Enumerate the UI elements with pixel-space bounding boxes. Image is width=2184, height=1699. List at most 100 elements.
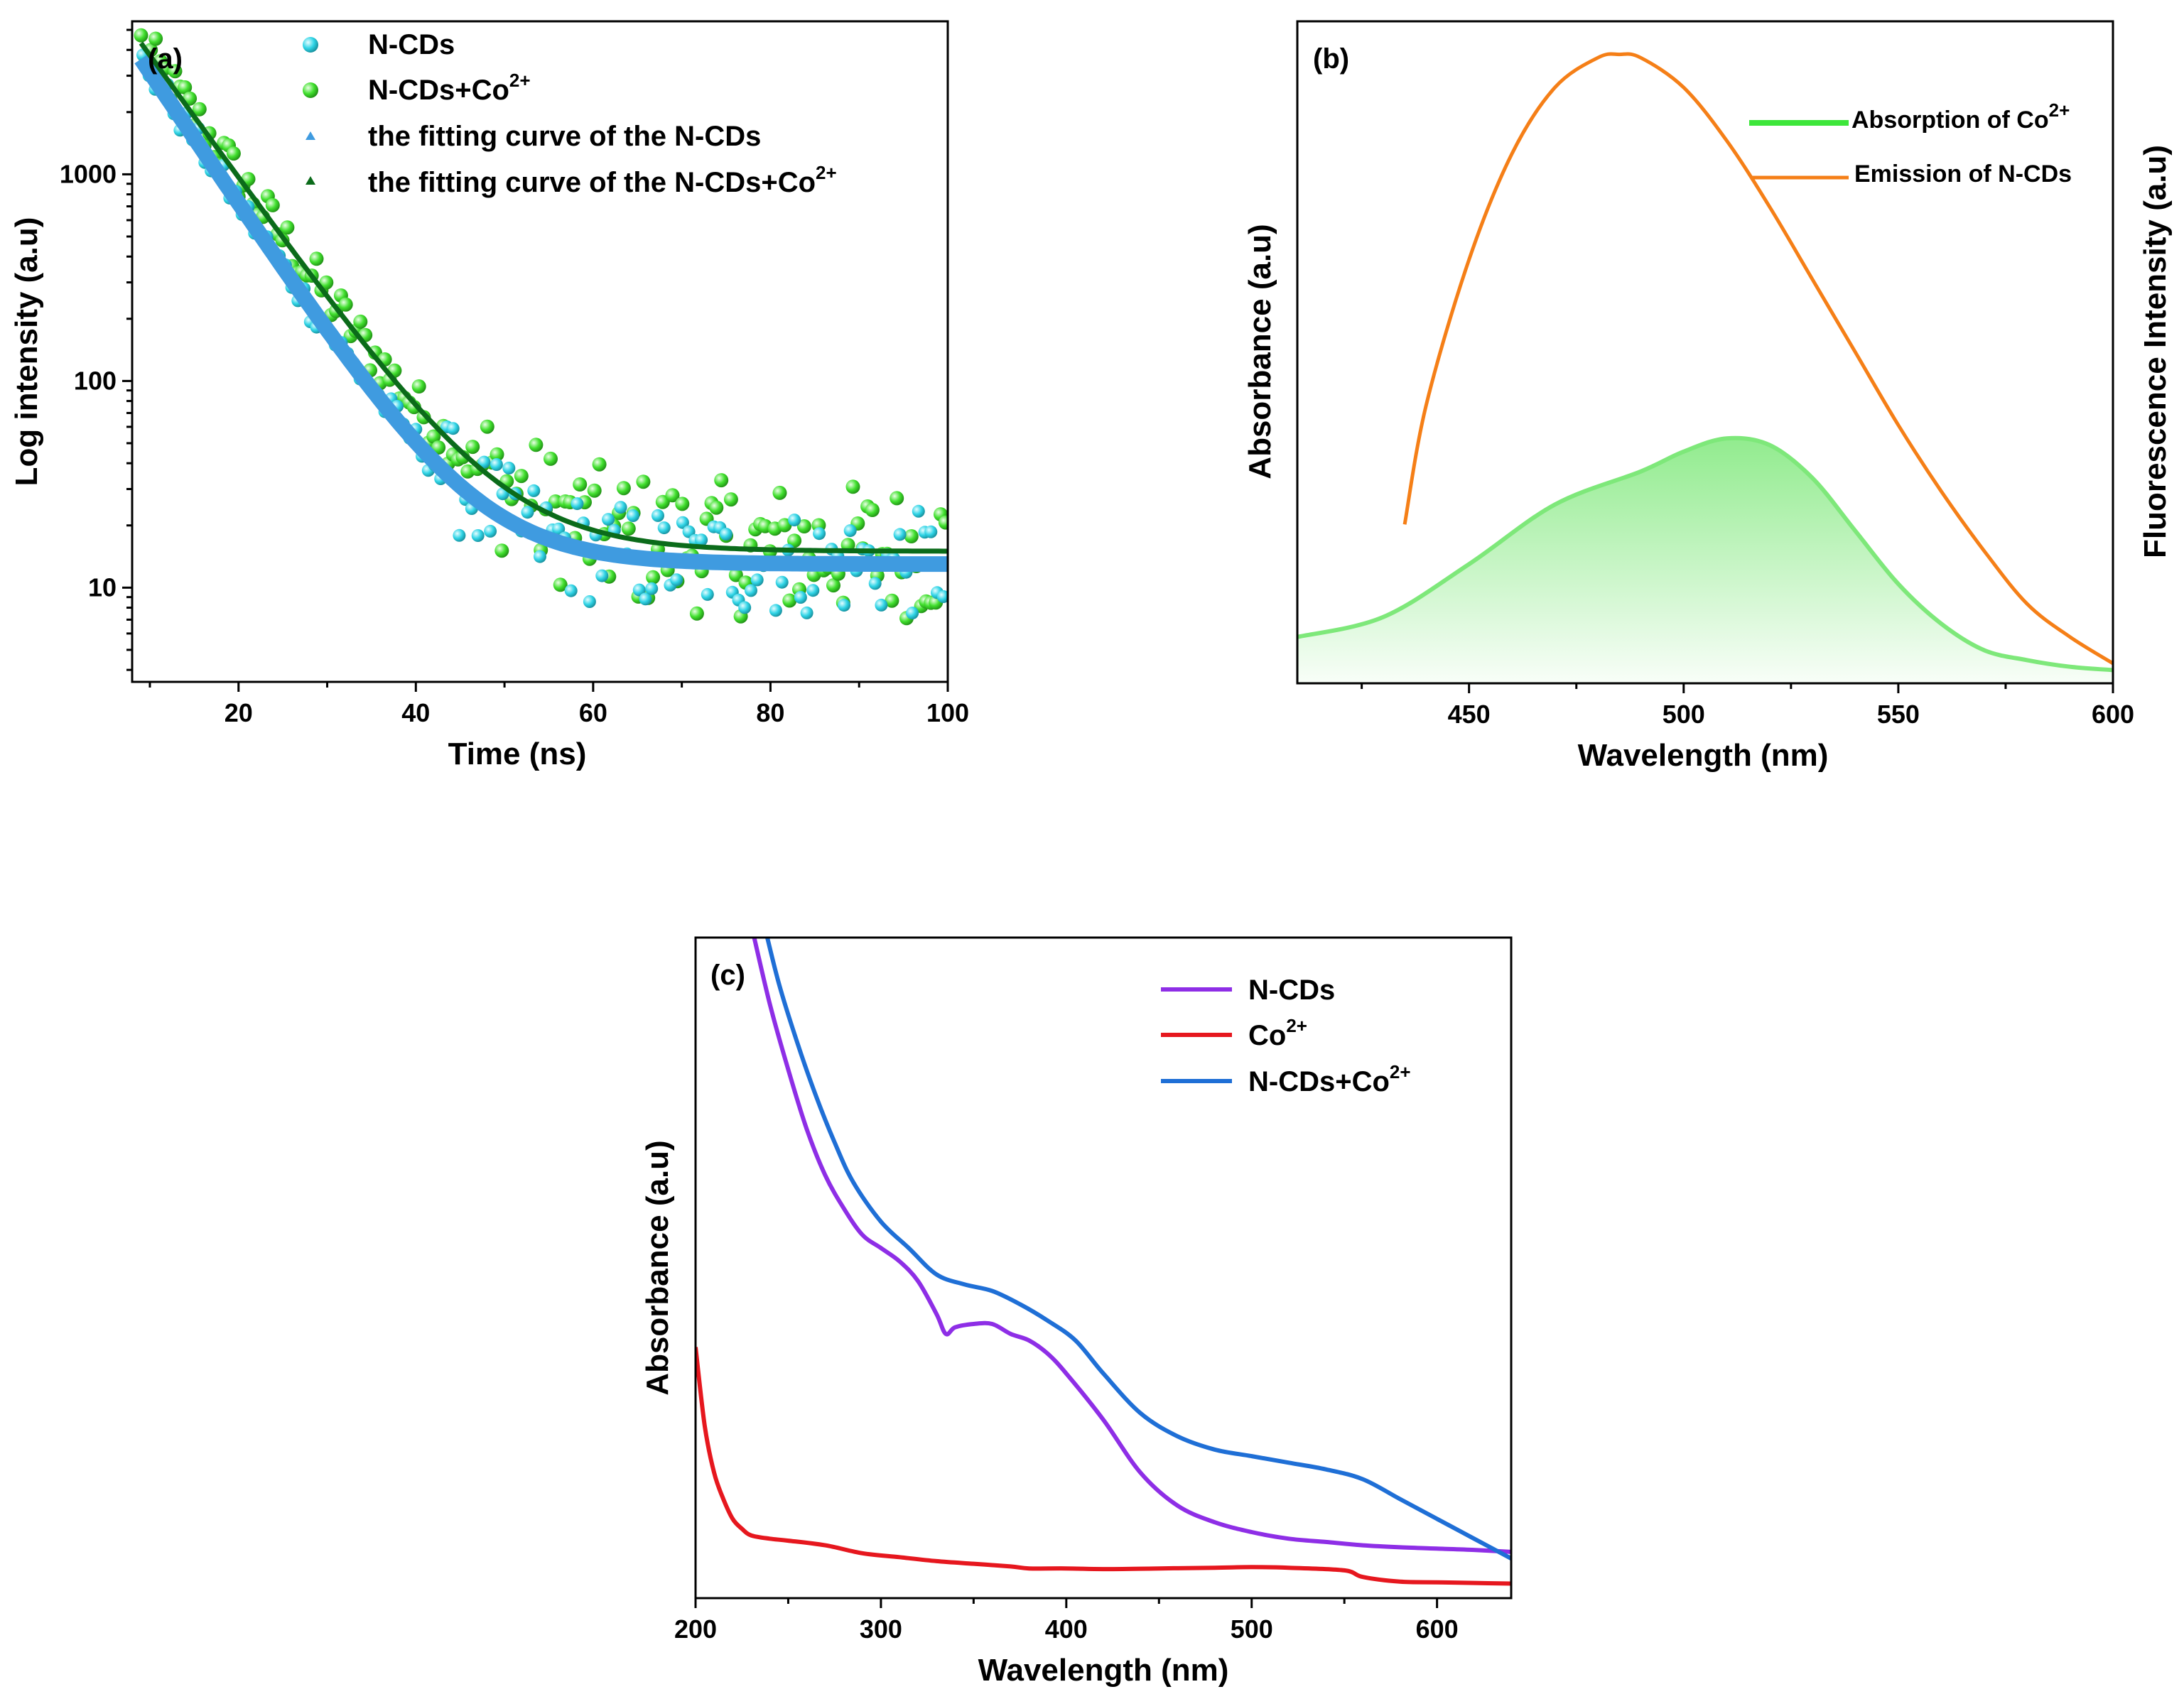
point-ncds-co <box>319 275 334 290</box>
point-ncds <box>477 455 491 469</box>
panel-c-ylabel: Absorbance (a.u) <box>640 1140 675 1395</box>
panel-b-ticks: 450 500 550 600 <box>1361 683 2134 729</box>
point-ncds-co <box>192 102 207 116</box>
point-ncds-co <box>494 543 509 558</box>
point-ncds-co <box>772 485 787 500</box>
point-ncds <box>564 584 578 597</box>
legend-text-c-ncds: N-CDs <box>1248 975 1335 1006</box>
legend-text-absorption: Absorption of Co2+ <box>1851 99 2070 134</box>
point-ncds <box>670 573 683 587</box>
legend-marker-fit-ncds <box>306 131 315 140</box>
point-ncds-co <box>465 440 480 455</box>
point-ncds-co <box>904 529 919 543</box>
panel-b-ylabel-right: Fluorescence Intensity (a.u) <box>2138 145 2173 558</box>
point-ncds <box>521 506 534 519</box>
panel-b-legend: Absorption of Co2+ Emission of N-CDs <box>1749 99 2072 188</box>
point-ncds-co <box>309 251 324 266</box>
point-ncds-co <box>728 568 743 582</box>
legend-marker-ncds-co <box>303 82 318 98</box>
point-ncds-co <box>796 519 811 533</box>
x-tick-label: 20 <box>225 698 253 727</box>
x-tick-label: 450 <box>1448 700 1491 729</box>
point-ncds-co <box>865 503 880 517</box>
point-ncds <box>639 592 652 606</box>
point-ncds <box>614 501 627 514</box>
point-ncds-co <box>265 197 280 212</box>
point-ncds <box>788 514 801 527</box>
point-ncds <box>645 582 659 595</box>
panel-a-ylabel: Log intensity (a.u) <box>9 217 44 487</box>
x-tick-label: 500 <box>1231 1614 1273 1644</box>
legend-text-ncds-co: N-CDs+Co2+ <box>368 70 531 106</box>
x-tick-label: 300 <box>860 1614 902 1644</box>
point-ncds <box>676 516 689 529</box>
point-ncds <box>750 573 764 587</box>
legend-text-fit-ncds: the fitting curve of the N-CDs <box>368 121 761 152</box>
point-ncds-co <box>353 314 368 329</box>
legend-marker-fit-ncds-co <box>306 176 315 185</box>
point-ncds-co <box>665 488 680 503</box>
point-ncds-co <box>514 469 529 484</box>
fit-curve-ncds <box>134 54 948 572</box>
fit-curve-ncds-co <box>139 41 948 554</box>
point-ncds <box>912 504 925 518</box>
point-ncds <box>583 595 596 608</box>
point-ncds <box>843 524 857 538</box>
point-ncds <box>868 577 882 590</box>
point-ncds-co <box>885 593 899 608</box>
point-ncds <box>595 569 609 582</box>
curve-co <box>696 1347 1511 1586</box>
point-ncds <box>502 462 516 474</box>
point-ncds <box>652 509 664 522</box>
absorption-line <box>1297 435 2113 673</box>
x-tick-label: 600 <box>1416 1614 1459 1644</box>
point-ncds <box>924 525 938 538</box>
panel-b: 450 500 550 600 (b) Wavelength (nm) Absorba… <box>1243 20 2173 773</box>
point-ncds-co <box>689 606 704 621</box>
point-ncds <box>552 522 566 536</box>
y-tick-label: 10 <box>88 572 117 602</box>
legend-marker-ncds <box>303 37 318 53</box>
point-ncds <box>534 550 546 563</box>
point-ncds <box>800 606 813 619</box>
point-ncds <box>794 591 807 604</box>
point-ncds <box>695 533 708 547</box>
panel-b-ylabel: Absorbance (a.u) <box>1243 224 1277 479</box>
x-tick-label: 200 <box>674 1614 717 1644</box>
panel-c: 200 300 400 500 600 (c) Wavelength (nm) Abso… <box>640 936 1513 1688</box>
curve-ncds-co <box>764 938 1511 1560</box>
point-ncds-co <box>553 577 568 592</box>
x-tick-label: 60 <box>579 698 607 727</box>
point-ncds-co <box>890 491 904 506</box>
point-ncds-co <box>148 31 163 46</box>
point-ncds <box>775 575 789 589</box>
point-ncds-co <box>714 473 729 488</box>
point-ncds-co <box>134 28 148 43</box>
curve-ncds <box>752 938 1511 1554</box>
point-ncds-co <box>616 481 631 496</box>
y-tick-label: 100 <box>74 366 117 395</box>
point-ncds <box>471 529 485 542</box>
point-ncds <box>527 484 541 497</box>
panel-b-frame <box>1296 20 2114 685</box>
panel-a-ticks: 20 40 60 80 100 10 100 1000 <box>60 28 969 727</box>
panel-c-xlabel: Wavelength (nm) <box>978 1653 1229 1688</box>
panel-a: 20 40 60 80 100 10 100 1000 (a) Time (ns) Log i… <box>9 20 969 771</box>
point-ncds-co <box>621 521 636 536</box>
panel-a-legend: N-CDs N-CDs+Co2+ the fitting curve of th… <box>303 29 837 198</box>
point-ncds <box>906 607 919 620</box>
x-tick-label: 400 <box>1045 1614 1088 1644</box>
point-ncds-co <box>938 515 948 530</box>
x-tick-label: 550 <box>1877 700 1920 729</box>
panel-a-data <box>134 28 948 626</box>
point-ncds <box>453 528 466 542</box>
panel-a-label: (a) <box>148 43 183 75</box>
point-ncds <box>627 509 639 522</box>
point-ncds-co <box>636 474 651 489</box>
point-ncds-co <box>592 457 607 472</box>
panel-b-label: (b) <box>1313 43 1349 75</box>
x-tick-label: 600 <box>2092 700 2134 729</box>
absorption-fill <box>1297 438 2113 683</box>
point-ncds <box>936 590 948 603</box>
point-ncds-co <box>787 533 802 548</box>
